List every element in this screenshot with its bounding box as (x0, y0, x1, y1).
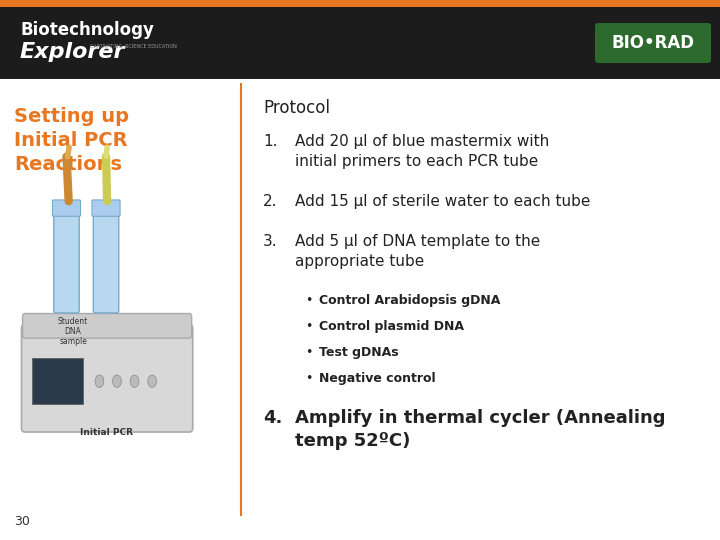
FancyBboxPatch shape (54, 210, 79, 313)
Text: Protocol: Protocol (263, 99, 330, 117)
Text: 1.: 1. (263, 134, 277, 149)
Circle shape (130, 375, 139, 387)
FancyBboxPatch shape (92, 200, 120, 216)
Text: Test gDNAs: Test gDNAs (319, 346, 399, 359)
Circle shape (112, 375, 122, 387)
Text: Initial PCR: Initial PCR (79, 428, 132, 437)
Text: Control plasmid DNA: Control plasmid DNA (319, 320, 464, 333)
FancyBboxPatch shape (595, 23, 711, 63)
Text: Student
DNA
sample: Student DNA sample (58, 316, 89, 346)
Bar (0, 7, 720, 79)
Text: Negative control: Negative control (319, 372, 436, 385)
FancyBboxPatch shape (53, 200, 81, 216)
FancyBboxPatch shape (22, 314, 192, 338)
Text: Add 5 µl of DNA template to the
appropriate tube: Add 5 µl of DNA template to the appropri… (295, 234, 540, 269)
Text: Amplify in thermal cycler (Annealing
temp 52ºC): Amplify in thermal cycler (Annealing tem… (295, 409, 665, 450)
Text: •: • (305, 372, 312, 385)
Text: Explorer: Explorer (20, 42, 125, 62)
Circle shape (95, 375, 104, 387)
Bar (0, 0, 720, 7)
FancyBboxPatch shape (32, 358, 83, 404)
Text: 30: 30 (14, 515, 30, 528)
Text: CAPTIVATING  SCIENCE EDUCATION: CAPTIVATING SCIENCE EDUCATION (90, 44, 177, 49)
Text: 3.: 3. (263, 234, 278, 249)
Text: 4.: 4. (263, 409, 282, 427)
Text: 2.: 2. (263, 194, 277, 209)
Text: Control Arabidopsis gDNA: Control Arabidopsis gDNA (319, 294, 500, 307)
Text: Add 15 µl of sterile water to each tube: Add 15 µl of sterile water to each tube (295, 194, 590, 209)
Text: •: • (305, 294, 312, 307)
Text: Setting up
Initial PCR
Reactions: Setting up Initial PCR Reactions (14, 107, 129, 174)
Text: BIO•RAD: BIO•RAD (611, 34, 695, 52)
FancyBboxPatch shape (94, 210, 119, 313)
Text: Biotechnology: Biotechnology (20, 21, 154, 39)
Circle shape (148, 375, 156, 387)
Text: •: • (305, 320, 312, 333)
Text: Add 20 µl of blue mastermix with
initial primers to each PCR tube: Add 20 µl of blue mastermix with initial… (295, 134, 549, 170)
Bar (0, 79, 720, 540)
Text: •: • (305, 346, 312, 359)
FancyBboxPatch shape (22, 325, 193, 432)
